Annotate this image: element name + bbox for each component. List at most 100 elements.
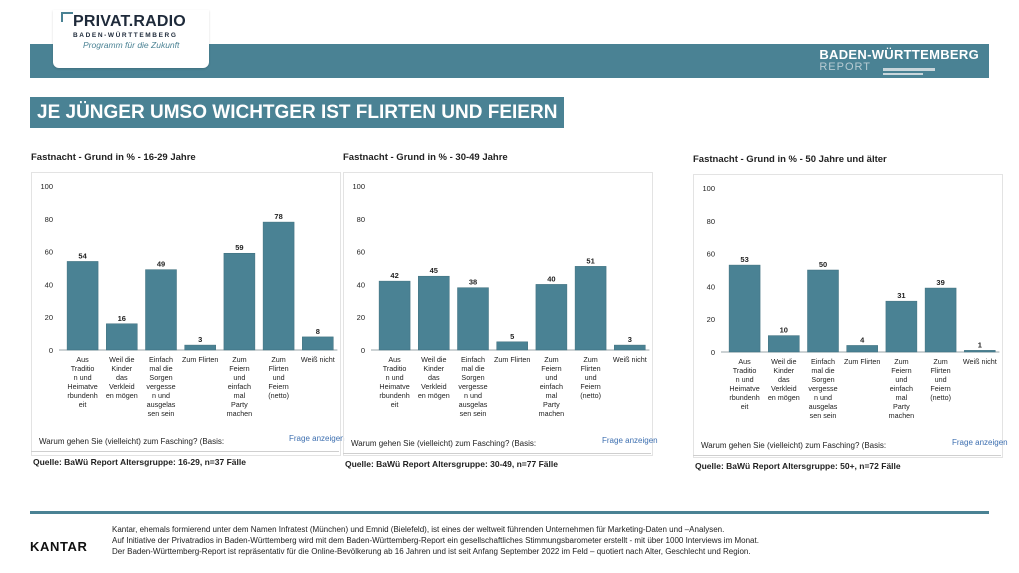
- source-text: Quelle: BaWü Report Altersgruppe: 16-29,…: [33, 457, 246, 467]
- y-tick-label: 40: [357, 280, 365, 289]
- bar-chart: 0 20 40 60 80 100 53 Aus Traditio n und Heimatve rb…: [702, 184, 1000, 420]
- bar: [885, 300, 918, 353]
- category-label: Aus Traditio n und Heimatve rbundenh eit: [379, 355, 409, 409]
- y-tick-label: 80: [357, 215, 365, 224]
- footer-line-1: Kantar, ehemals formierend unter dem Nam…: [112, 525, 725, 534]
- y-tick-label: 0: [49, 346, 53, 355]
- bar: [768, 335, 800, 353]
- category-label: Zum Flirten: [182, 355, 218, 364]
- logo-sub-text: BADEN-WÜRTTEMBERG: [73, 32, 178, 39]
- footer-text: Kantar, ehemals formierend unter dem Nam…: [112, 524, 972, 557]
- bar: [924, 287, 957, 353]
- logo-main-text: PRIVAT.RADIO: [73, 13, 186, 30]
- source-divider: [693, 455, 1001, 456]
- report-stripe-decoration: [883, 68, 936, 71]
- category-label: Weiß nicht: [301, 355, 335, 364]
- bar-value-label: 49: [157, 260, 165, 269]
- y-tick-label: 100: [40, 182, 53, 191]
- bar-value-label: 3: [628, 335, 632, 344]
- y-tick-label: 100: [352, 182, 365, 191]
- bar-value-label: 51: [586, 256, 594, 265]
- logo-bracket-icon: [61, 12, 73, 22]
- bar-chart: 0 20 40 60 80 100 42 Aus Traditio n und Heimatve rb…: [352, 182, 650, 418]
- chart-frame: [343, 172, 653, 456]
- report-stripe-decoration: [883, 73, 924, 75]
- category-label: Zum Flirten und Feiern (netto): [930, 357, 951, 402]
- y-tick-label: 80: [45, 215, 53, 224]
- bar: [302, 336, 334, 351]
- category-label: Weil die Kinder das Verkleid en mögen: [418, 355, 450, 400]
- bar-value-label: 10: [780, 326, 788, 335]
- bar: [807, 269, 839, 353]
- bar-value-label: 1: [978, 340, 982, 349]
- category-label: Zum Flirten und Feiern (netto): [580, 355, 601, 400]
- y-tick-label: 0: [711, 348, 715, 357]
- logo-tagline: Programm für die Zukunft: [83, 40, 180, 50]
- category-label: Zum Feiern und einfach mal Party machen: [889, 357, 915, 420]
- bar-value-label: 16: [118, 314, 126, 323]
- question-text: Warum gehen Sie (vielleicht) zum Faschin…: [351, 439, 537, 448]
- bar: [846, 345, 878, 353]
- category-label: Einfach mal die Sorgen vergesse n und ausgela…: [808, 357, 837, 420]
- bar-value-label: 4: [860, 335, 865, 344]
- bar-value-label: 42: [390, 271, 398, 280]
- y-tick-label: 40: [45, 280, 53, 289]
- category-label: Weil die Kinder das Verkleid en mögen: [768, 357, 800, 402]
- y-tick-label: 0: [361, 346, 365, 355]
- y-tick-label: 60: [707, 250, 715, 259]
- category-label: Weil die Kinder das Verkleid en mögen: [106, 355, 138, 400]
- chart-title: Fastnacht - Grund in % - 30-49 Jahre: [343, 152, 508, 163]
- category-label: Zum Feiern und einfach mal Party machen: [227, 355, 253, 418]
- chart-panel-16-29: Fastnacht - Grund in % - 16-29 Jahre 0 20…: [31, 152, 345, 472]
- category-label: Zum Flirten: [844, 357, 880, 366]
- show-question-link[interactable]: Frage anzeigen: [602, 436, 658, 445]
- y-tick-label: 60: [45, 248, 53, 257]
- privatradio-logo: PRIVAT.RADIO BADEN-WÜRTTEMBERG Programm …: [53, 10, 209, 68]
- bar: [614, 344, 646, 351]
- footer-divider: [30, 511, 989, 514]
- kantar-logo: KANTAR: [30, 539, 88, 554]
- chart-panel-50-plus: Fastnacht - Grund in % - 50 Jahre und äl…: [693, 154, 1008, 474]
- source-text: Quelle: BaWü Report Altersgruppe: 50+, n…: [695, 461, 901, 471]
- bar-value-label: 38: [469, 278, 477, 287]
- category-label: Weiß nicht: [613, 355, 647, 364]
- category-label: Zum Flirten und Feiern (netto): [268, 355, 289, 400]
- category-label: Aus Traditio n und Heimatve rbundenh eit: [67, 355, 97, 409]
- bar: [262, 221, 295, 351]
- page-headline: JE JÜNGER UMSO WICHTGER IST FLIRTEN UND …: [30, 97, 565, 128]
- category-label: Einfach mal die Sorgen vergesse n und ausgela…: [458, 355, 487, 418]
- bar-value-label: 45: [430, 266, 438, 275]
- category-label: Aus Traditio n und Heimatve rbundenh eit: [729, 357, 759, 411]
- bar: [184, 344, 216, 351]
- bar-value-label: 53: [740, 255, 748, 264]
- source-text: Quelle: BaWü Report Altersgruppe: 30-49,…: [345, 459, 558, 469]
- bar-value-label: 3: [198, 335, 202, 344]
- show-question-link[interactable]: Frage anzeigen: [289, 434, 345, 443]
- report-title-line1: BADEN-WÜRTTEMBERG: [819, 47, 979, 62]
- y-tick-label: 40: [707, 282, 715, 291]
- bar: [496, 341, 528, 351]
- category-label: Zum Flirten: [494, 355, 530, 364]
- report-logo: BADEN-WÜRTTEMBERG REPORT: [819, 47, 979, 75]
- bar: [378, 280, 411, 351]
- show-question-link[interactable]: Frage anzeigen: [952, 438, 1008, 447]
- bar-value-label: 78: [274, 212, 282, 221]
- bar-chart: 0 20 40 60 80 100 54 Aus Traditio n und Heimatve rb…: [40, 182, 338, 418]
- y-tick-label: 20: [45, 313, 53, 322]
- bar-value-label: 31: [897, 291, 905, 300]
- question-text: Warum gehen Sie (vielleicht) zum Faschin…: [701, 441, 887, 450]
- bar-value-label: 54: [78, 251, 87, 260]
- bar: [145, 269, 177, 351]
- bar: [728, 264, 761, 353]
- bar-value-label: 39: [936, 278, 944, 287]
- question-text: Warum gehen Sie (vielleicht) zum Faschin…: [39, 437, 225, 446]
- report-title-line2: REPORT: [819, 61, 871, 73]
- bar: [535, 284, 568, 351]
- bar-value-label: 40: [547, 274, 555, 283]
- bar: [457, 287, 489, 351]
- category-label: Zum Feiern und einfach mal Party machen: [539, 355, 565, 418]
- source-divider: [343, 453, 651, 454]
- bar-value-label: 59: [235, 243, 243, 252]
- bar: [418, 275, 450, 351]
- y-tick-label: 20: [707, 315, 715, 324]
